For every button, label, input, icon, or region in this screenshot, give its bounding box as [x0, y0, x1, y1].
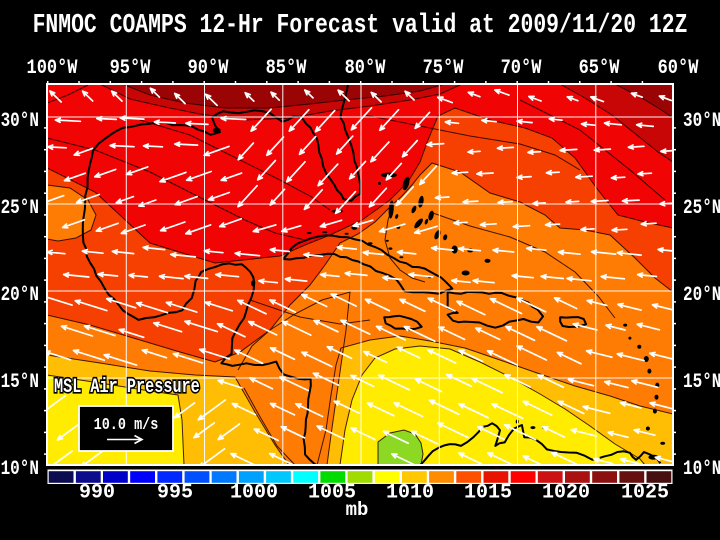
svg-text:1010: 1010	[386, 482, 434, 505]
svg-text:1020: 1020	[542, 482, 590, 505]
svg-text:30°N: 30°N	[1, 111, 39, 133]
svg-text:990: 990	[79, 482, 115, 505]
svg-text:1025: 1025	[621, 482, 669, 505]
svg-text:25°N: 25°N	[683, 198, 720, 220]
svg-text:20°N: 20°N	[683, 285, 720, 307]
svg-text:85°W: 85°W	[266, 56, 307, 80]
svg-text:100°W: 100°W	[27, 56, 79, 80]
svg-text:20°N: 20°N	[1, 285, 39, 307]
svg-text:80°W: 80°W	[345, 56, 386, 80]
svg-text:FNMOC COAMPS 12-Hr Forecast va: FNMOC COAMPS 12-Hr Forecast valid at 200…	[33, 11, 688, 41]
svg-text:15°N: 15°N	[683, 372, 720, 394]
svg-text:1015: 1015	[464, 482, 512, 505]
svg-text:10°N: 10°N	[683, 459, 720, 481]
svg-text:65°W: 65°W	[579, 56, 620, 80]
svg-text:1005: 1005	[308, 482, 356, 505]
svg-text:60°W: 60°W	[658, 56, 699, 80]
svg-text:10°N: 10°N	[1, 459, 39, 481]
svg-text:mb: mb	[346, 499, 369, 521]
svg-text:1000: 1000	[230, 482, 278, 505]
svg-text:995: 995	[157, 482, 193, 505]
svg-text:25°N: 25°N	[1, 198, 39, 220]
svg-text:10.0 m/s: 10.0 m/s	[94, 415, 159, 435]
svg-text:70°W: 70°W	[501, 56, 542, 80]
svg-text:30°N: 30°N	[683, 111, 720, 133]
svg-text:95°W: 95°W	[110, 56, 151, 80]
svg-text:75°W: 75°W	[423, 56, 464, 80]
svg-text:MSL Air Pressure: MSL Air Pressure	[54, 376, 200, 399]
svg-text:15°N: 15°N	[1, 372, 39, 394]
svg-text:90°W: 90°W	[188, 56, 229, 80]
